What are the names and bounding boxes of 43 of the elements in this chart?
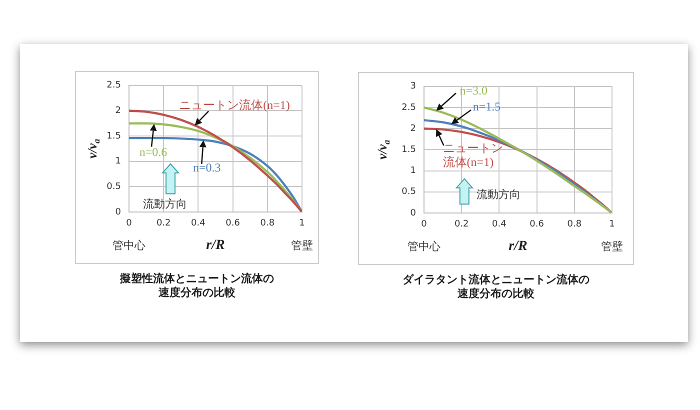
x-tick-label: 0.6 (530, 220, 544, 230)
y-tick-label: 2 (115, 106, 121, 116)
y-axis-title: v/va (84, 138, 102, 159)
annotation: 流動方向 (476, 188, 521, 202)
y-tick-label: 0 (115, 207, 122, 218)
series-label: ニュートン流体(n=1) (442, 141, 503, 170)
y-tick-label: 1.5 (106, 131, 121, 142)
y-tick-label: 0 (410, 208, 416, 218)
x-tick-label: 0.8 (260, 218, 275, 229)
text: ダイラタント流体とニュートン流体の速度分布の比較 (402, 273, 590, 301)
x-tick-label: 0.2 (156, 218, 171, 229)
text: 管中心 (112, 238, 146, 252)
text: 擬塑性流体とニュートン流体の速度分布の比較 (118, 272, 275, 300)
y-tick-label: 0.5 (402, 187, 416, 198)
x-tick-label: 0 (421, 220, 428, 230)
x-tick-label: 0.4 (191, 218, 206, 229)
series-label: n=0.3 (193, 160, 221, 175)
y-tick-label: 1 (410, 166, 416, 176)
x-axis-title: r/R (206, 238, 225, 254)
series-label: n=3.0 (460, 84, 488, 98)
y-tick-label: 1 (115, 156, 121, 167)
x-tick-label: 1 (609, 220, 615, 230)
x-axis-title: r/R (508, 239, 528, 254)
y-tick-label: 1.5 (402, 145, 416, 156)
x-tick-label: 0 (126, 218, 132, 229)
y-tick-label: 0.5 (106, 182, 121, 192)
x-tick-label: 0.6 (226, 218, 240, 229)
text: 管壁 (291, 238, 313, 252)
y-tick-label: 2.5 (402, 102, 416, 113)
x-tick-label: 1 (299, 218, 305, 229)
series-label: n=1.5 (472, 100, 501, 114)
text: 管壁 (601, 240, 623, 253)
y-tick-label: 2.5 (106, 80, 121, 91)
x-tick-label: 0.2 (454, 220, 469, 230)
series-label: ニュートン流体(n=1) (179, 98, 290, 112)
series-label: n=0.6 (139, 144, 168, 159)
text: 管中心 (408, 240, 440, 253)
x-tick-label: 0.8 (567, 220, 582, 230)
x-tick-label: 0.4 (492, 220, 507, 230)
y-tick-label: 3 (410, 82, 416, 92)
y-axis-title: v/va (374, 139, 392, 160)
annotation: 流動方向 (142, 197, 187, 210)
y-tick-label: 2 (410, 124, 416, 134)
